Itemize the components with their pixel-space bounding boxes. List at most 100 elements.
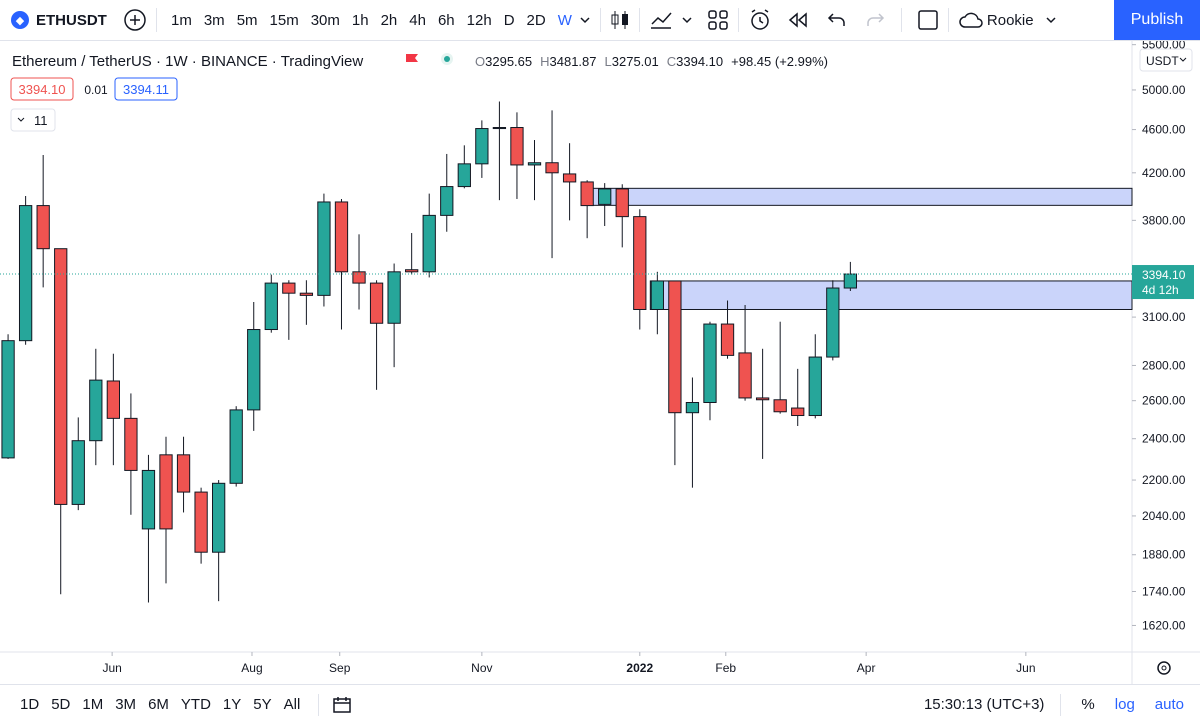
ohlc-legend: O3295.65 H3481.87 L3275.01 C3394.10 +98.45 (… bbox=[475, 54, 828, 69]
candle-body bbox=[264, 282, 278, 331]
chart: Ethereum / TetherUS · 1W · BINANCE · Tra… bbox=[0, 41, 1200, 684]
candle-body bbox=[791, 407, 805, 417]
indicator-toggle[interactable] bbox=[10, 108, 56, 132]
interval-button[interactable]: 3m bbox=[203, 11, 225, 29]
candle-body bbox=[492, 127, 507, 130]
interval-list: 1m 3m 5m 15m 30m 1h 2h 4h 6h 12h D 2D W bbox=[165, 12, 578, 29]
x-tick-label: Apr bbox=[857, 661, 876, 675]
candle-body bbox=[229, 409, 243, 484]
candle-body bbox=[773, 399, 787, 413]
replay-button[interactable] bbox=[785, 8, 811, 32]
alert-button[interactable] bbox=[747, 7, 773, 33]
redo-button[interactable] bbox=[863, 8, 887, 32]
candle-body bbox=[194, 491, 208, 553]
settings-button[interactable] bbox=[1157, 661, 1171, 675]
spread: 0.01 bbox=[84, 83, 108, 97]
candle-body bbox=[720, 323, 735, 356]
chart-type-button[interactable] bbox=[609, 8, 631, 32]
chevron-icon bbox=[17, 117, 25, 122]
account-dropdown[interactable] bbox=[1044, 13, 1058, 27]
candle-body bbox=[510, 127, 524, 166]
ohlc-key: C bbox=[667, 54, 676, 69]
interval-button[interactable]: 30m bbox=[310, 11, 340, 29]
clock: 15:30:13 (UTC+3) bbox=[923, 696, 1045, 713]
scale-buttons: % log auto bbox=[1071, 696, 1194, 713]
scale-button[interactable]: % bbox=[1081, 696, 1095, 713]
x-tick-label: 2022 bbox=[626, 661, 653, 675]
timeframe-button[interactable]: 5Y bbox=[253, 696, 272, 713]
candle-body bbox=[124, 417, 138, 471]
cloud-icon bbox=[959, 12, 983, 28]
bid-box[interactable] bbox=[10, 77, 74, 101]
ask-box[interactable] bbox=[114, 77, 178, 101]
publish-button[interactable]: Publish bbox=[1114, 0, 1200, 40]
interval-button[interactable]: W bbox=[557, 11, 572, 29]
interval-button[interactable]: 2D bbox=[526, 11, 546, 29]
timeframe-list: 1D 5D 1M 3M 6M YTD 1Y 5Y All bbox=[14, 696, 306, 713]
candle-body bbox=[545, 162, 559, 174]
last-price: 3394.10 bbox=[1142, 268, 1186, 282]
y-tick-label: 2800.00 bbox=[1142, 358, 1186, 372]
account-name[interactable]: Rookie bbox=[986, 11, 1034, 29]
interval-button[interactable]: 15m bbox=[269, 11, 299, 29]
chevron-icon bbox=[1179, 57, 1187, 62]
y-tick-label: 2600.00 bbox=[1142, 394, 1186, 408]
symbol-icon: ◆ bbox=[11, 11, 29, 29]
symbol[interactable]: ETHUSDT bbox=[36, 11, 107, 29]
date-range-button[interactable] bbox=[331, 694, 353, 716]
candle-body bbox=[71, 440, 85, 505]
candle-body bbox=[18, 205, 33, 342]
interval-button[interactable]: 12h bbox=[466, 11, 492, 29]
candle-body bbox=[755, 397, 770, 401]
ohlc-key: O bbox=[475, 54, 485, 69]
timeframe-button[interactable]: YTD bbox=[180, 696, 211, 713]
timeframe-button[interactable]: 3M bbox=[115, 696, 137, 713]
price-change: +98.45 (+2.99%) bbox=[731, 54, 828, 69]
plot-area: 5500.00 5000.00 4600.00 4200.00 3800.00 3100.… bbox=[0, 41, 1194, 675]
timeframe-button[interactable]: All bbox=[283, 696, 301, 713]
candle-body bbox=[334, 201, 349, 273]
timeframe-button[interactable]: 1Y bbox=[222, 696, 242, 713]
interval-button[interactable]: D bbox=[503, 11, 515, 29]
indicators-dropdown[interactable] bbox=[680, 13, 694, 27]
ohlc-legend-text: O3295.65 H3481.87 L3275.01 C3394.10 +98.45 (… bbox=[475, 54, 828, 69]
candle-body bbox=[562, 173, 577, 183]
interval-button[interactable]: 1h bbox=[351, 11, 369, 29]
indicators-button[interactable] bbox=[648, 8, 674, 32]
timeframe-button[interactable]: 1M bbox=[82, 696, 104, 713]
interval-button[interactable]: 4h bbox=[409, 11, 426, 29]
interval-button[interactable]: 2h bbox=[380, 11, 398, 29]
scale-button[interactable]: auto bbox=[1154, 696, 1184, 713]
top-toolbar: ◆ ETHUSDT 1m 3m 5m 15m 30m 1h 2h 4h 6h 12h D 2D W Ro… bbox=[0, 0, 1200, 41]
currency: USDT bbox=[1146, 54, 1179, 68]
separator bbox=[318, 693, 320, 716]
candle-body bbox=[405, 269, 419, 273]
x-tick-label: Jun bbox=[102, 661, 121, 675]
fullscreen-button[interactable] bbox=[916, 8, 940, 32]
interval-button[interactable]: 5m bbox=[236, 11, 258, 29]
candle-body bbox=[352, 271, 366, 284]
timeframe-button[interactable]: 6M bbox=[148, 696, 169, 713]
x-tick-label: Feb bbox=[715, 661, 736, 675]
price-zone bbox=[649, 280, 1133, 310]
interval-dropdown[interactable] bbox=[578, 13, 592, 27]
y-tick-label: 2200.00 bbox=[1142, 473, 1186, 487]
undo-button[interactable] bbox=[825, 8, 849, 32]
interval-button[interactable]: 6h bbox=[437, 11, 455, 29]
candle-body bbox=[808, 356, 822, 417]
timeframe-button[interactable]: 1D bbox=[20, 696, 40, 713]
candle-body bbox=[457, 163, 471, 188]
y-tick-label: 1740.00 bbox=[1142, 585, 1186, 599]
candle-body bbox=[212, 482, 226, 553]
last-price-tag bbox=[1132, 265, 1194, 300]
candle-body bbox=[633, 216, 647, 310]
candle-body bbox=[440, 186, 454, 216]
timeframe-button[interactable]: 5D bbox=[51, 696, 71, 713]
y-tick-label: 1620.00 bbox=[1142, 618, 1186, 632]
candle-body bbox=[475, 128, 489, 165]
interval-button[interactable]: 1m bbox=[171, 11, 192, 29]
layout-button[interactable] bbox=[706, 8, 730, 32]
scale-button[interactable]: log bbox=[1114, 696, 1135, 713]
currency-box[interactable] bbox=[1139, 48, 1193, 72]
compare-button[interactable] bbox=[122, 7, 148, 33]
